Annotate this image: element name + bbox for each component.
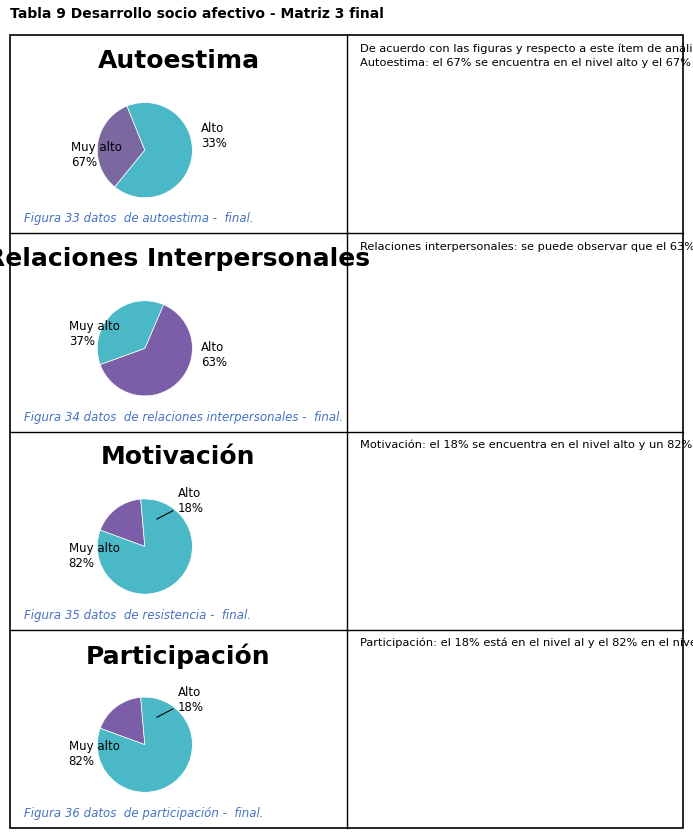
Wedge shape [115,102,193,198]
Text: Motivación: Motivación [101,446,256,469]
Text: Alto
18%: Alto 18% [157,685,204,717]
Text: De acuerdo con las figuras y respecto a este ítem de análisis, se puede observar: De acuerdo con las figuras y respecto a … [360,43,693,68]
Text: Alto
33%: Alto 33% [201,122,227,150]
Text: Muy alto
82%: Muy alto 82% [69,542,120,570]
Text: Muy alto
37%: Muy alto 37% [69,320,120,348]
Wedge shape [97,499,193,594]
Text: Motivación: el 18% se encuentra en el nivel alto y un 82% en el nivel más alto, : Motivación: el 18% se encuentra en el ni… [360,439,693,450]
Text: Tabla 9 Desarrollo socio afectivo - Matriz 3 final: Tabla 9 Desarrollo socio afectivo - Matr… [10,7,385,21]
Text: Muy alto
67%: Muy alto 67% [71,141,122,169]
Text: Relaciones Interpersonales: Relaciones Interpersonales [0,247,371,272]
Text: Relaciones interpersonales: se puede observar que el 63% está en el nivel alto y: Relaciones interpersonales: se puede obs… [360,241,693,251]
Text: Alto
18%: Alto 18% [157,488,204,519]
Text: Figura 36 datos  de participación -  final.: Figura 36 datos de participación - final… [24,807,263,820]
Text: Alto
63%: Alto 63% [201,341,227,370]
Wedge shape [100,304,193,396]
Text: Figura 35 datos  de resistencia -  final.: Figura 35 datos de resistencia - final. [24,609,251,622]
Text: Figura 33 datos  de autoestima -  final.: Figura 33 datos de autoestima - final. [24,213,254,225]
Text: Autoestima: Autoestima [98,49,259,73]
Text: Participación: Participación [86,644,271,669]
Wedge shape [97,697,193,792]
Wedge shape [97,106,145,187]
Wedge shape [100,499,145,546]
Text: Muy alto
82%: Muy alto 82% [69,740,120,768]
Text: Participación: el 18% está en el nivel al y el 82% en el nivel más alto. Se pued: Participación: el 18% está en el nivel a… [360,638,693,648]
Wedge shape [97,301,164,365]
Text: Figura 34 datos  de relaciones interpersonales -  final.: Figura 34 datos de relaciones interperso… [24,411,343,424]
Wedge shape [100,697,145,745]
